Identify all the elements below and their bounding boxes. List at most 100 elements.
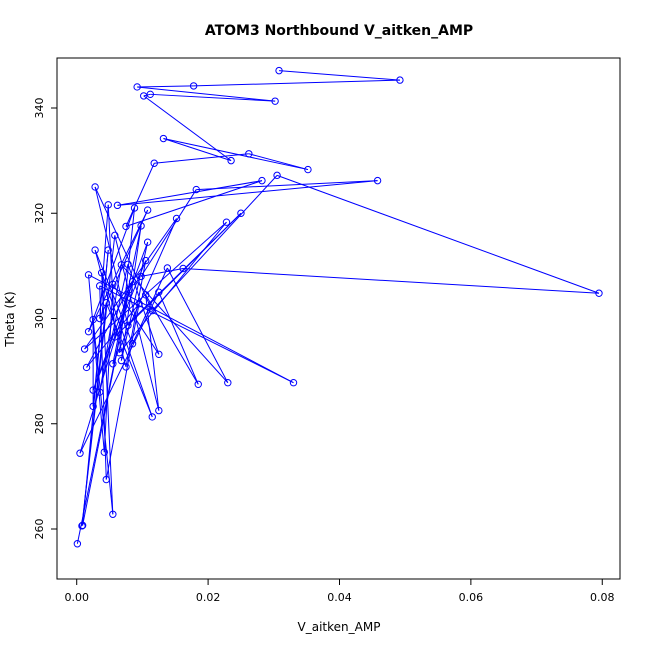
series-line-segment xyxy=(166,267,229,383)
series-line-segment xyxy=(193,79,400,87)
data-point xyxy=(102,475,110,484)
series-line-segment xyxy=(112,218,178,364)
data-point xyxy=(117,356,126,365)
series-lines xyxy=(76,70,600,544)
series-line-segment xyxy=(105,303,140,480)
data-point xyxy=(89,315,97,324)
data-point xyxy=(111,333,119,341)
y-tick-label: 280 xyxy=(33,413,46,434)
data-point xyxy=(100,448,108,456)
data-point xyxy=(82,363,91,372)
x-tick-label: 0.06 xyxy=(459,591,484,604)
series-line-segment xyxy=(125,180,263,227)
data-point xyxy=(96,388,104,396)
data-point xyxy=(163,264,172,272)
series-line-segment xyxy=(118,207,136,353)
series-line-segment xyxy=(92,242,149,391)
data-point xyxy=(124,260,132,268)
series-line-segment xyxy=(125,163,155,227)
series-line-segment xyxy=(79,291,160,454)
data-point xyxy=(179,264,187,273)
series-line-segment xyxy=(88,274,105,453)
series-line-segment xyxy=(140,189,197,277)
data-point xyxy=(258,176,266,185)
series-line-segment xyxy=(127,212,242,326)
x-axis: 0.00 0.02 0.04 0.06 0.08 xyxy=(64,579,615,604)
data-point xyxy=(135,300,143,308)
x-tick-label: 0.08 xyxy=(590,591,615,604)
series-line-segment xyxy=(101,272,153,418)
series-line-segment xyxy=(99,264,122,393)
plot-frame xyxy=(56,57,621,580)
data-point xyxy=(148,413,156,421)
data-point xyxy=(396,76,404,84)
series-line-segment xyxy=(143,95,232,162)
series-line-segment xyxy=(183,268,600,294)
data-point xyxy=(124,321,132,330)
series-line-segment xyxy=(92,260,147,391)
data-point xyxy=(159,134,168,143)
series-line-segment xyxy=(196,180,378,191)
series-points xyxy=(73,66,603,548)
data-point xyxy=(125,285,133,294)
data-point xyxy=(111,231,119,240)
y-tick-label: 300 xyxy=(33,308,46,329)
data-point xyxy=(73,540,82,548)
series-line-segment xyxy=(114,235,160,411)
data-point xyxy=(271,97,279,105)
data-point xyxy=(76,449,84,457)
data-point xyxy=(155,288,163,296)
data-point xyxy=(227,156,235,165)
data-point xyxy=(109,280,117,288)
data-point xyxy=(172,214,181,223)
data-point xyxy=(133,83,141,91)
data-point xyxy=(155,406,163,415)
data-point xyxy=(84,327,93,336)
series-line-segment xyxy=(99,264,129,393)
x-axis-label: V_aitken_AMP xyxy=(298,620,381,634)
series-line-segment xyxy=(150,93,276,102)
data-point xyxy=(222,218,231,226)
data-point xyxy=(237,209,245,217)
data-point xyxy=(89,402,97,411)
y-tick-label: 260 xyxy=(33,519,46,540)
series-line-segment xyxy=(107,204,116,337)
data-point xyxy=(104,246,112,254)
y-axis-label: Theta (K) xyxy=(3,291,17,347)
data-point xyxy=(91,183,99,191)
series-line-segment xyxy=(151,175,278,311)
data-point xyxy=(104,201,112,209)
data-point xyxy=(273,171,281,180)
data-point xyxy=(84,271,93,279)
series-line-segment xyxy=(117,180,378,206)
data-point xyxy=(128,277,137,286)
data-point xyxy=(80,345,89,353)
y-tick-label: 340 xyxy=(33,97,46,118)
data-point xyxy=(289,379,298,387)
data-point xyxy=(192,185,200,194)
series-line-segment xyxy=(121,264,229,384)
data-point xyxy=(224,379,232,387)
series-line-segment xyxy=(140,268,184,277)
data-point xyxy=(113,201,122,210)
series-line-segment xyxy=(120,242,149,361)
data-point xyxy=(304,165,312,174)
data-point xyxy=(91,246,99,254)
series-line-segment xyxy=(154,153,249,164)
y-tick-label: 320 xyxy=(33,203,46,224)
series-line-segment xyxy=(99,209,149,319)
x-tick-label: 0.02 xyxy=(196,591,221,604)
series-line-segment xyxy=(137,85,194,88)
data-point xyxy=(137,222,145,230)
data-point xyxy=(97,269,106,277)
chart-title: ATOM3 Northbound V_aitken_AMP xyxy=(205,23,473,39)
data-point xyxy=(96,282,104,290)
data-point xyxy=(148,306,156,315)
data-point xyxy=(115,349,124,357)
data-point xyxy=(146,90,154,99)
data-point xyxy=(140,92,148,100)
data-point xyxy=(143,206,152,214)
series-line-segment xyxy=(99,204,109,319)
series-line-segment xyxy=(158,291,199,385)
x-tick-label: 0.00 xyxy=(64,591,89,604)
